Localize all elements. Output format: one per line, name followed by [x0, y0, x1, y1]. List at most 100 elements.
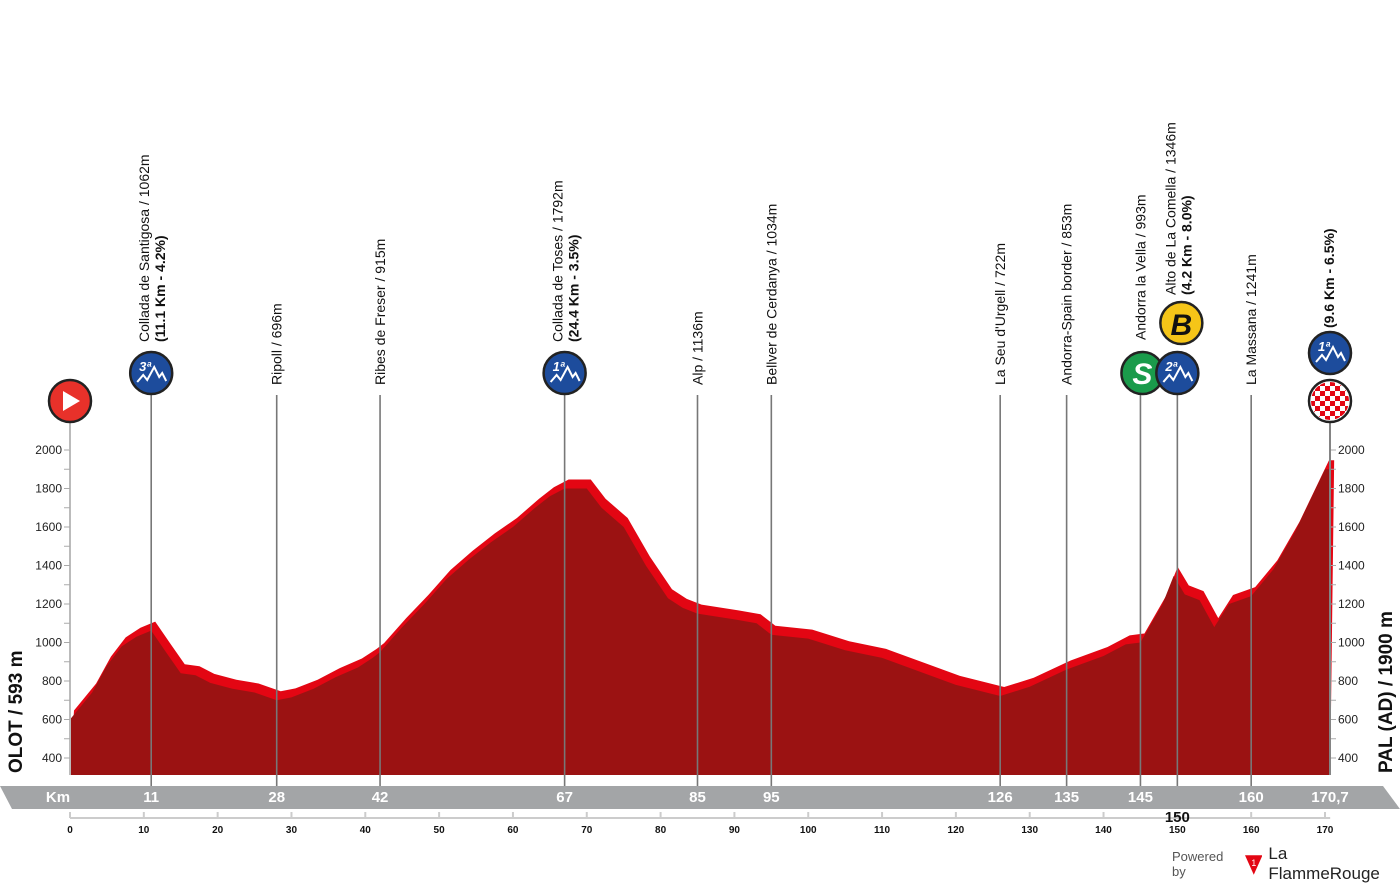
waypoint-climb-detail: (4.2 Km - 8.0%)	[1178, 195, 1194, 295]
kom-category-badge: 3ª	[139, 359, 152, 374]
sprint-badge: S	[1132, 358, 1152, 391]
x-tick-label: 40	[360, 825, 372, 836]
x-tick-label: 60	[507, 825, 519, 836]
waypoint: 11 Collada de Santigosa / 1062m (11.1 Km -…	[136, 154, 168, 806]
checker-square	[1330, 391, 1335, 396]
x-tick-label: 150	[1169, 825, 1186, 836]
waypoint-climb-detail: (24.4 Km - 3.5%)	[566, 235, 582, 342]
distance-band	[0, 786, 1400, 809]
y-tick-label-right: 1400	[1338, 559, 1365, 573]
checker-square	[1325, 396, 1330, 401]
checker-square	[1335, 416, 1340, 420]
x-tick-label: 160	[1243, 825, 1260, 836]
play-icon	[63, 391, 80, 411]
checker-square	[1311, 382, 1315, 386]
waypoint-climb-detail: (9.6 Km - 6.5%)	[1321, 228, 1337, 328]
waypoint: 67 Collada de Toses / 1792m (24.4 Km - 3.5…	[550, 180, 582, 806]
waypoint-km-label: 85	[689, 789, 706, 806]
profile-area	[70, 469, 1331, 775]
waypoint-km-label: 67	[556, 789, 573, 806]
km-label: Km	[46, 789, 70, 806]
checker-square	[1330, 382, 1335, 386]
waypoint-name: Andorra-Spain border / 853m	[1059, 204, 1075, 385]
waypoint-name: Ripoll / 696m	[269, 303, 285, 385]
kom-1-icon: 1ª	[1307, 330, 1353, 376]
waypoint: 145 Andorra la Vella / 993m S	[1120, 194, 1165, 806]
waypoint: 95 Bellver de Cerdanya / 1034m	[763, 204, 780, 806]
checker-square	[1311, 391, 1315, 396]
x-tick-label: 130	[1021, 825, 1038, 836]
waypoint-km-label: 160	[1239, 789, 1264, 806]
checker-square	[1320, 391, 1325, 396]
mountain-icon	[549, 364, 581, 383]
bonus-icon: B	[1159, 300, 1204, 346]
waypoint-name: La Seu d'Urgell / 722m	[992, 243, 1008, 385]
kom-3-icon: 3ª	[128, 350, 174, 396]
start-icon	[47, 378, 93, 424]
x-tick-label: 80	[655, 825, 667, 836]
y-tick-label-left: 1400	[35, 559, 62, 573]
waypoint-km-label: 135	[1054, 789, 1079, 806]
mountain-icon	[136, 364, 168, 383]
powered-by: Powered by 1 La FlammeRouge	[1172, 844, 1400, 884]
y-tick-label-left: 2000	[35, 443, 62, 457]
x-tick-label: 30	[286, 825, 298, 836]
svg-text:1: 1	[1251, 858, 1256, 868]
x-tick-label: 170	[1317, 825, 1334, 836]
checker-square	[1340, 401, 1345, 406]
x-tick-label: 70	[581, 825, 593, 836]
checker-square	[1345, 396, 1349, 401]
x-tick-label: 140	[1095, 825, 1112, 836]
y-tick-label-left: 800	[42, 674, 62, 688]
x-tick-label: 120	[948, 825, 965, 836]
kom-category-badge: 2ª	[1164, 359, 1178, 374]
waypoint-km-label: 150	[1165, 809, 1190, 826]
waypoint-name: Andorra la Vella / 993m	[1132, 194, 1148, 340]
checker-square	[1311, 401, 1315, 406]
y-tick-label-right: 1600	[1338, 520, 1365, 534]
checker-square	[1320, 401, 1325, 406]
checker-square	[1345, 406, 1349, 411]
checker-square	[1325, 416, 1330, 420]
checker-square	[1340, 391, 1345, 396]
waypoint: 135 Andorra-Spain border / 853m	[1054, 204, 1079, 806]
waypoint: 170,7 (9.6 Km - 6.5%)	[1307, 228, 1353, 806]
finish-flag-icon	[1307, 378, 1353, 424]
waypoint-name: La Massana / 1241m	[1243, 254, 1259, 385]
y-tick-label-left: 600	[42, 713, 62, 727]
x-tick-label: 10	[138, 825, 150, 836]
waypoint-km-label: 11	[143, 789, 159, 806]
waypoint-climb-detail: (11.1 Km - 4.2%)	[152, 235, 168, 342]
x-tick-label: 20	[212, 825, 224, 836]
bonus-badge: B	[1171, 309, 1193, 342]
checker-square	[1315, 386, 1320, 391]
bonus-circle	[1159, 300, 1204, 346]
mountain-icon	[1315, 344, 1346, 363]
checker-square	[1315, 396, 1320, 401]
waypoint-km-label: 126	[988, 789, 1013, 806]
waypoint-km-label: 95	[763, 789, 780, 806]
checker-square	[1345, 416, 1349, 420]
kom-1-icon: 1ª	[542, 350, 587, 396]
waypoint-km-label: 42	[372, 789, 389, 806]
waypoint: 85 Alp / 1136m	[689, 311, 706, 806]
finish-label: PAL (AD) / 1900 m	[1376, 611, 1397, 773]
checker-square	[1315, 406, 1320, 411]
flamme-rouge-logo-icon: 1	[1244, 855, 1263, 875]
waypoint: 28 Ripoll / 696m	[268, 303, 285, 806]
waypoint-km-label: 170,7	[1311, 789, 1349, 806]
checker-square	[1325, 406, 1330, 411]
waypoint: 160 La Massana / 1241m	[1239, 254, 1264, 806]
x-tick-label: 50	[434, 825, 446, 836]
y-tick-label-right: 600	[1338, 713, 1358, 727]
kom-category-badge: 1ª	[553, 359, 566, 374]
checker-square	[1320, 382, 1325, 386]
x-tick-label: 100	[800, 825, 817, 836]
checker-square	[1335, 396, 1340, 401]
waypoint-km-label: 28	[268, 789, 285, 806]
checker-square	[1335, 386, 1340, 391]
y-tick-label-right: 2000	[1338, 443, 1365, 457]
y-tick-label-right: 1000	[1338, 636, 1365, 650]
powered-by-label: Powered by	[1172, 849, 1224, 879]
